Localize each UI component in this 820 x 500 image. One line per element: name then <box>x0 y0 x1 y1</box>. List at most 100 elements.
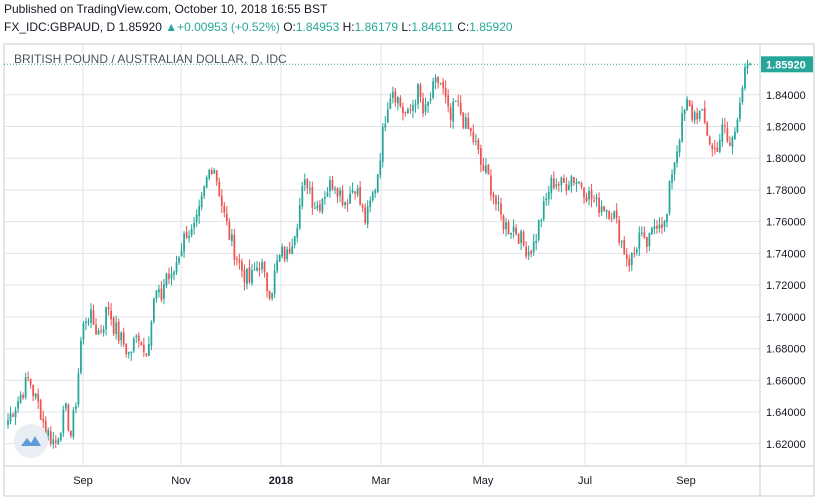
candle-body <box>666 214 668 223</box>
candle-body <box>552 178 555 188</box>
candle-body <box>311 186 314 208</box>
candle-body <box>326 192 329 197</box>
candle-body <box>562 178 565 183</box>
candle-body <box>210 170 213 175</box>
candle-body <box>288 248 291 253</box>
high-label: H: <box>342 20 355 34</box>
candle-body <box>120 332 123 341</box>
candle-body <box>37 393 40 402</box>
candle-body <box>140 342 143 346</box>
candle-body <box>75 405 77 410</box>
candle-body <box>409 109 412 111</box>
candle-body <box>457 100 460 102</box>
candle-body <box>200 195 203 208</box>
candle-body <box>656 226 658 229</box>
candle-body <box>691 104 694 120</box>
candle-body <box>417 83 419 105</box>
candle-body <box>605 209 608 212</box>
candle-body <box>85 321 87 324</box>
candle-body <box>386 109 389 123</box>
candle-body <box>565 183 568 191</box>
candle-body <box>127 352 130 355</box>
candle-body <box>490 175 492 195</box>
x-tick-label: Nov <box>171 475 191 487</box>
candle-body <box>741 87 744 103</box>
candle-body <box>384 123 387 128</box>
candle-body <box>80 340 82 373</box>
candle-body <box>379 160 382 176</box>
candle-body <box>381 126 384 162</box>
y-tick-label: 1.66000 <box>766 375 806 387</box>
candle-body <box>122 332 125 345</box>
candle-body <box>630 252 633 266</box>
candle-body <box>595 197 598 200</box>
candle-body <box>510 232 512 235</box>
candle-body <box>369 200 372 208</box>
candle-body <box>681 113 683 142</box>
candle-body <box>163 284 165 299</box>
candle-body <box>256 267 258 271</box>
x-tick-label: Jul <box>578 475 592 487</box>
candle-body <box>303 179 306 185</box>
candle-body <box>555 184 558 187</box>
candle-body <box>208 170 211 179</box>
candle-body <box>718 140 721 152</box>
candle-body <box>713 147 716 149</box>
candle-body <box>29 378 32 385</box>
candle-body <box>444 87 447 97</box>
high-value: 1.86179 <box>354 20 398 34</box>
candle-body <box>593 200 595 202</box>
candle-body <box>180 250 183 257</box>
candle-body <box>112 317 115 334</box>
candle-body <box>648 232 651 247</box>
chart-title: BRITISH POUND / AUSTRALIAN DOLLAR, D, ID… <box>14 52 287 66</box>
candle-body <box>321 199 324 212</box>
y-tick-label: 1.78000 <box>766 185 806 197</box>
candle-body <box>588 191 590 200</box>
candle-body <box>673 162 676 175</box>
candle-body <box>308 188 311 190</box>
candle-body <box>319 204 321 211</box>
candle-body <box>225 213 228 222</box>
candle-body <box>296 228 299 238</box>
candle-body <box>620 241 623 243</box>
candle-body <box>625 254 628 259</box>
candle-body <box>142 344 145 352</box>
candle-body <box>213 169 216 174</box>
candle-body <box>293 236 296 246</box>
candle-body <box>746 65 749 69</box>
candle-body <box>258 268 261 271</box>
candle-body <box>243 269 246 283</box>
chart-frame <box>3 43 815 497</box>
candle-body <box>324 196 326 199</box>
close-label: C: <box>457 20 470 34</box>
candle-body <box>402 106 404 114</box>
candle-body <box>361 205 364 208</box>
candle-body <box>57 439 60 445</box>
x-tick-label: 2018 <box>269 475 293 487</box>
candle-body <box>107 307 110 310</box>
candle-body <box>364 207 367 223</box>
candle-body <box>34 393 37 398</box>
candle-body <box>223 206 226 213</box>
price-change: +0.00953 (+0.52%) <box>177 20 280 34</box>
candle-body <box>723 125 726 127</box>
candle-body <box>492 194 495 198</box>
open-value: 1.84953 <box>295 20 340 34</box>
candle-body <box>359 187 362 205</box>
x-tick-label: Sep <box>73 475 93 487</box>
candle-body <box>19 394 22 403</box>
candle-body <box>711 145 714 150</box>
last-price-tag-label: 1.85920 <box>766 59 806 71</box>
candle-body <box>263 261 266 272</box>
candle-body <box>645 236 648 247</box>
candle-body <box>271 293 273 299</box>
candle-body <box>512 226 515 232</box>
candle-body <box>251 270 253 284</box>
candle-body <box>291 246 294 254</box>
tradingview-logo-icon <box>14 424 48 458</box>
candle-body <box>95 324 97 335</box>
y-tick-label: 1.76000 <box>766 217 806 229</box>
candle-body <box>110 310 113 320</box>
